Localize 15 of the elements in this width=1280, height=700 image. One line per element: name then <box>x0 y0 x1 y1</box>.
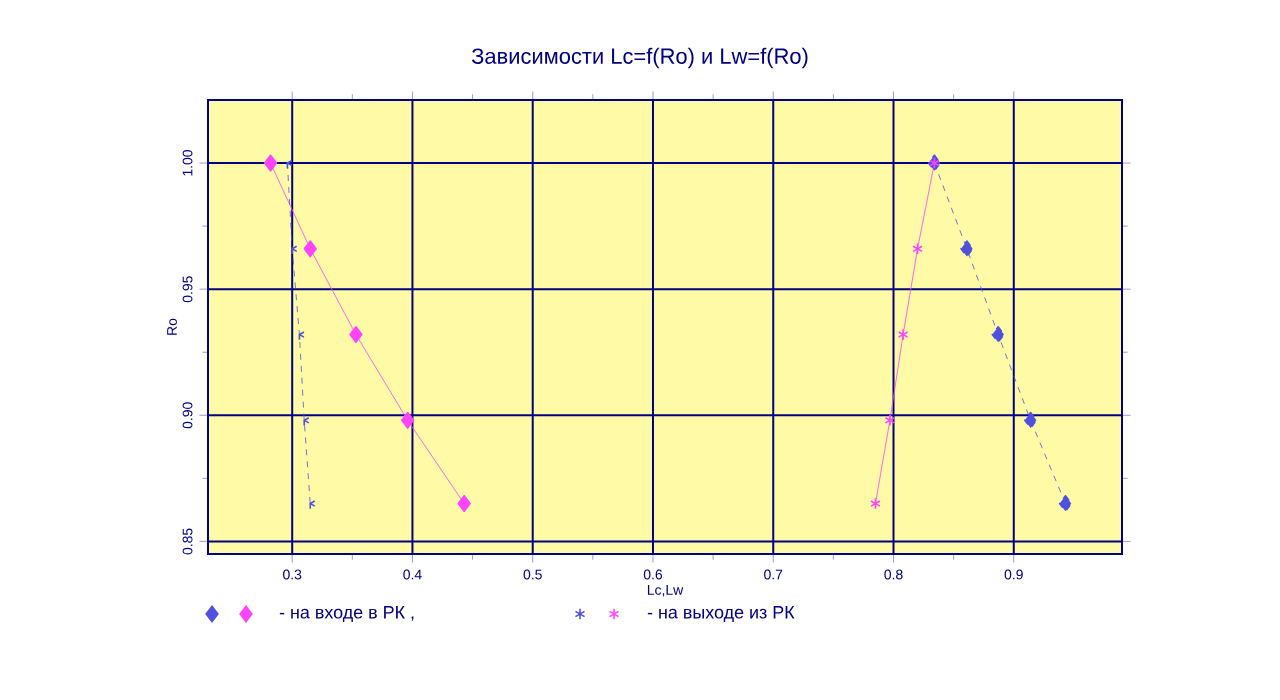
point <box>263 154 278 172</box>
point <box>1023 411 1038 429</box>
point <box>897 328 909 341</box>
chart-title: Зависимости Lc=f(Ro) и Lw=f(Ro) <box>471 47 808 69</box>
point <box>991 325 1005 344</box>
point <box>912 242 923 255</box>
point <box>349 325 363 344</box>
point <box>1058 494 1073 513</box>
legend-label: - на входе в РК , <box>279 606 414 622</box>
legend-label: - на выходе из РК <box>647 606 795 622</box>
point <box>303 240 317 258</box>
point <box>401 411 415 429</box>
point <box>457 494 471 513</box>
point <box>960 240 974 258</box>
point <box>884 414 896 427</box>
